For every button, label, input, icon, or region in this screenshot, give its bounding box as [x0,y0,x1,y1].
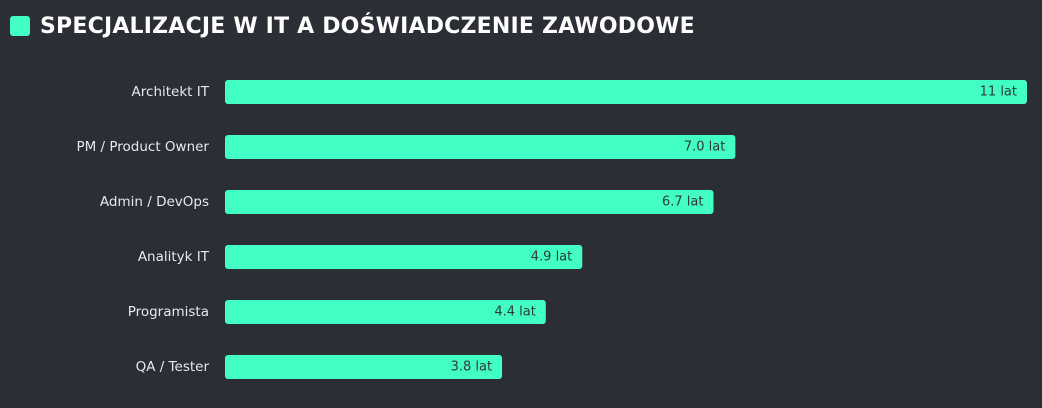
value-label-analityk-it: 4.9 lat [531,250,572,265]
value-label-qa-tester: 3.8 lat [451,360,492,375]
value-label-programista: 4.4 lat [494,305,535,320]
category-label-architekt-it: Architekt IT [132,84,210,100]
bar-admin-devops [225,190,714,214]
bar-qa-tester [225,355,503,379]
bar-architekt-it [225,80,1027,104]
category-label-pm-product-owner: PM / Product Owner [76,139,209,155]
value-label-admin-devops: 6.7 lat [662,195,703,210]
bar-programista [225,300,546,324]
value-label-architekt-it: 11 lat [980,85,1017,100]
chart-header: SPECJALIZACJE W IT A DOŚWIADCZENIE ZAWOD… [10,10,695,42]
category-label-qa-tester: QA / Tester [136,359,210,375]
title-square-icon [10,16,30,36]
category-label-analityk-it: Analityk IT [138,249,210,265]
category-label-programista: Programista [128,304,209,320]
bar-pm-product-owner [225,135,736,159]
value-label-pm-product-owner: 7.0 lat [684,140,725,155]
category-label-admin-devops: Admin / DevOps [100,194,209,210]
chart-title: SPECJALIZACJE W IT A DOŚWIADCZENIE ZAWOD… [40,13,695,39]
bar-analityk-it [225,245,583,269]
